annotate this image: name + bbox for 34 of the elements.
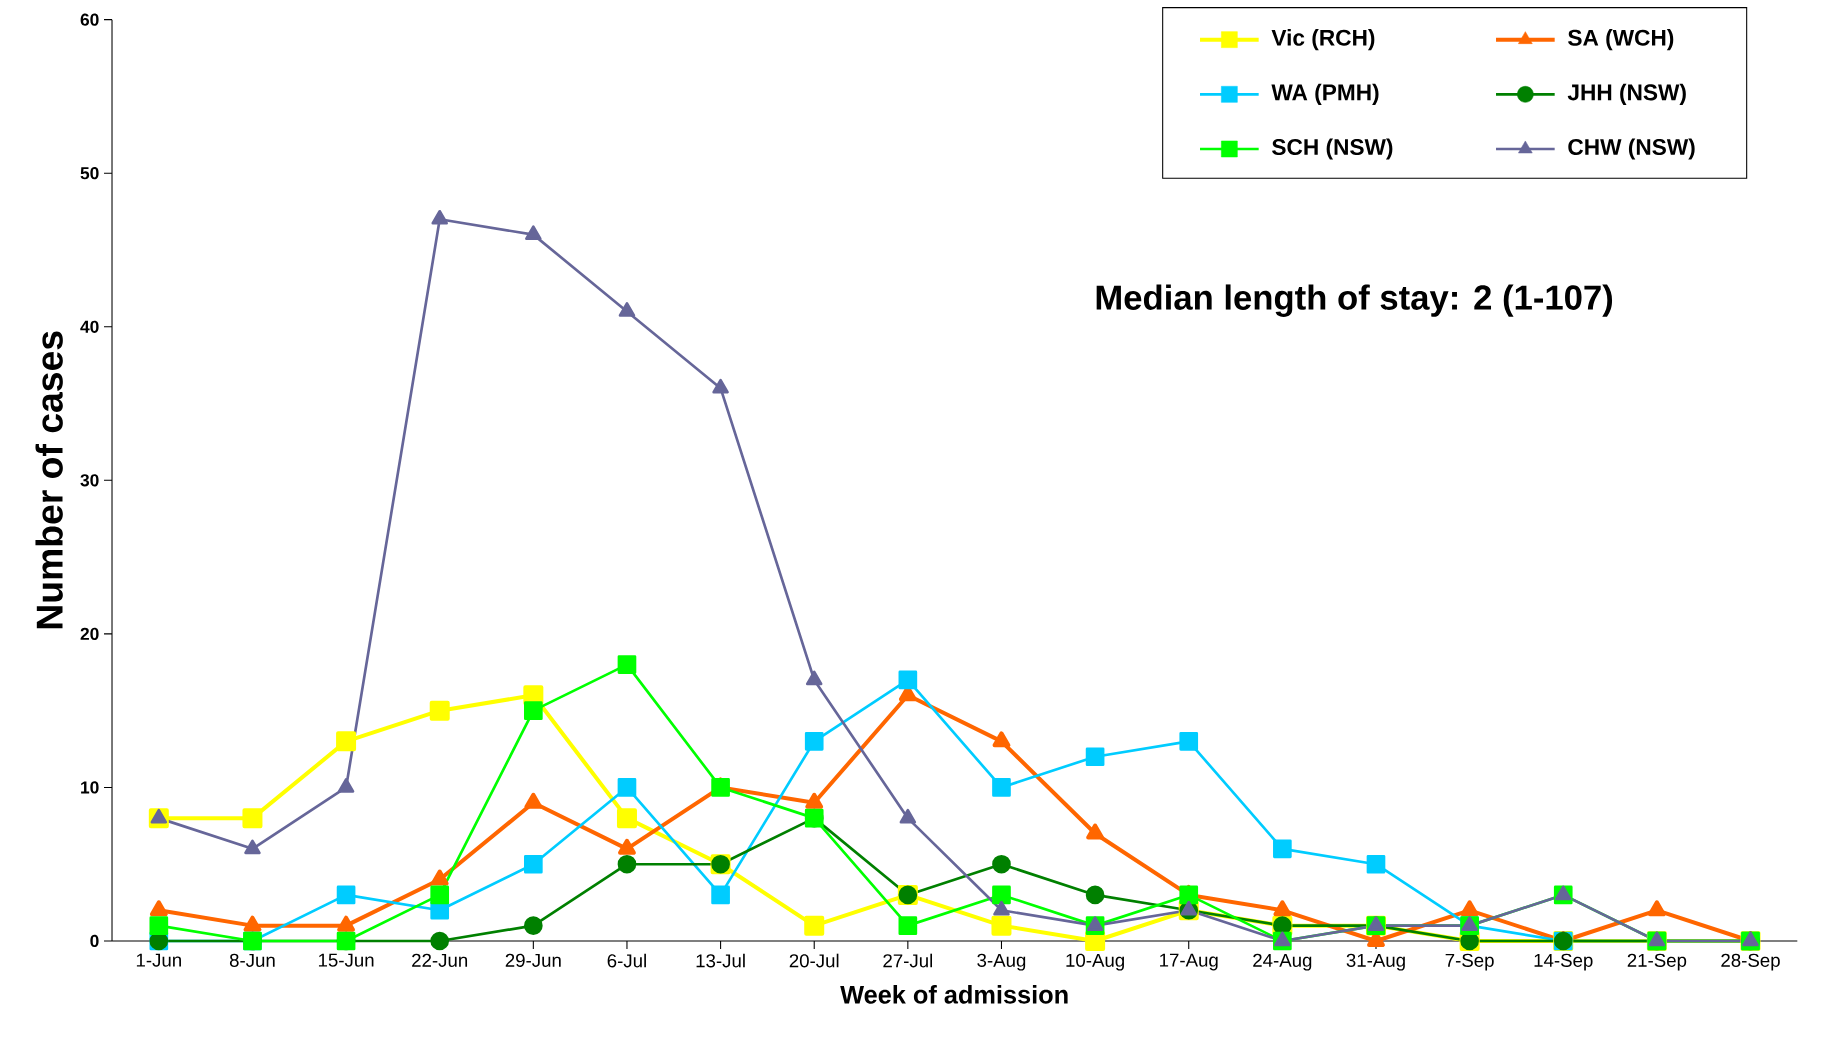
x-tick-label: 17-Aug: [1160, 953, 1218, 971]
x-tick-label: 20-Jul: [789, 953, 839, 968]
y-tick-label: 20: [80, 627, 99, 641]
x-tick-label: 10-Aug: [1066, 953, 1124, 971]
x-tick-label: 7-Sep: [1445, 953, 1494, 971]
x-tick-label: 28-Sep: [1721, 953, 1780, 971]
legend-label: WA (PMH): [1271, 83, 1379, 105]
annotation: Median length of stay: 2 (1-107): [1096, 284, 1613, 317]
x-tick-label: 13-Jul: [696, 953, 745, 968]
legend-label: SA (WCH): [1568, 29, 1674, 51]
x-tick-label: 14-Sep: [1534, 953, 1593, 971]
x-tick-label: 8-Jun: [229, 953, 275, 967]
y-tick-label: 0: [90, 934, 99, 948]
x-tick-label: 1-Jun: [136, 953, 181, 967]
x-tick-label: 29-Jun: [505, 953, 561, 967]
x-tick-label: 21-Sep: [1627, 953, 1687, 971]
legend-label: Vic (RCH): [1271, 29, 1375, 51]
x-axis-title: Week of admission: [840, 985, 1068, 1004]
x-tick-label: 24-Aug: [1253, 953, 1312, 971]
legend-label: SCH (NSW): [1272, 138, 1393, 160]
legend-label: JHH (NSW): [1567, 83, 1686, 105]
x-tick-label: 22-Jun: [412, 953, 468, 967]
x-tick-label: 3-Aug: [977, 953, 1026, 971]
x-tick-label: 31-Aug: [1346, 953, 1405, 971]
legend-label: CHW (NSW): [1568, 138, 1695, 160]
y-tick-label: 40: [80, 320, 99, 333]
y-tick-label: 30: [80, 474, 99, 487]
y-tick-label: 50: [80, 167, 99, 180]
y-tick-label: 60: [80, 13, 99, 26]
x-tick-label: 15-Jun: [318, 953, 374, 967]
x-tick-label: 27-Jul: [883, 953, 933, 968]
y-tick-label: 10: [81, 781, 99, 794]
y-axis-title: Number of cases: [35, 331, 63, 629]
x-tick-label: 6-Jul: [607, 953, 646, 968]
